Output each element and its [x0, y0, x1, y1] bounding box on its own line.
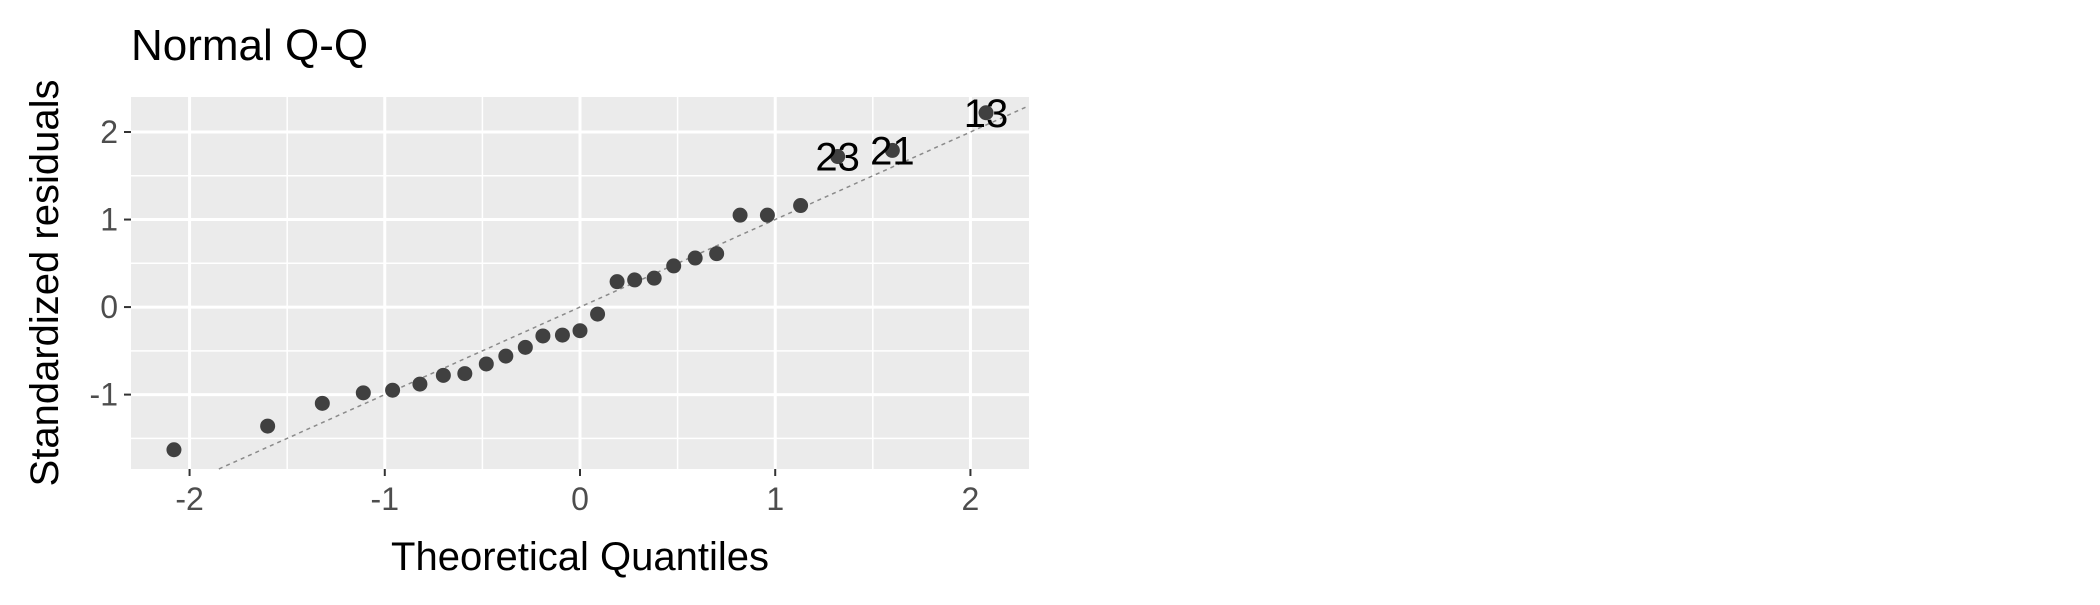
data-points: [166, 105, 994, 458]
x-tick-label: 2: [962, 481, 980, 517]
data-point: [732, 207, 748, 223]
data-point: [554, 327, 570, 343]
data-point: [478, 356, 494, 372]
data-point: [666, 258, 682, 274]
data-point: [498, 348, 514, 364]
data-point: [646, 270, 662, 286]
x-tick-label: -1: [371, 481, 399, 517]
point-label: 23: [815, 136, 860, 180]
point-label: 13: [964, 92, 1009, 136]
x-tick-label: 0: [571, 481, 589, 517]
x-tick-label: 1: [766, 481, 784, 517]
data-point: [166, 442, 182, 458]
y-tick-label: -1: [90, 377, 118, 413]
chart-title: Normal Q-Q: [131, 21, 368, 70]
y-tick-label: 2: [100, 114, 118, 150]
point-label: 21: [870, 129, 915, 173]
data-point: [793, 198, 809, 214]
y-tick-label: 0: [100, 289, 118, 325]
data-point: [435, 367, 451, 383]
y-axis-title: Standardized residuals: [23, 80, 67, 487]
data-point: [457, 366, 473, 382]
data-point: [759, 207, 775, 223]
data-point: [709, 246, 725, 262]
data-point: [830, 149, 846, 165]
data-point: [412, 376, 428, 392]
reference-line: [218, 105, 1030, 470]
data-point: [385, 382, 401, 398]
x-axis-title: Theoretical Quantiles: [391, 535, 769, 579]
y-axis-ticks: -1 0 1 2: [90, 114, 131, 413]
data-point: [260, 418, 276, 434]
data-point: [627, 272, 643, 288]
data-point: [535, 328, 551, 344]
data-point: [517, 339, 533, 355]
data-point: [978, 105, 994, 121]
y-tick-label: 1: [100, 202, 118, 238]
x-tick-label: -2: [175, 481, 203, 517]
data-point: [884, 142, 900, 158]
point-labels: 23 21 13: [815, 92, 1008, 180]
data-point: [609, 274, 625, 290]
x-axis-ticks: -2 -1 0 1 2: [175, 469, 979, 517]
data-point: [314, 395, 330, 411]
data-point: [572, 323, 588, 339]
data-point: [590, 306, 606, 322]
reference-line-group: [218, 105, 1030, 470]
data-point: [687, 250, 703, 266]
data-point: [355, 385, 371, 401]
